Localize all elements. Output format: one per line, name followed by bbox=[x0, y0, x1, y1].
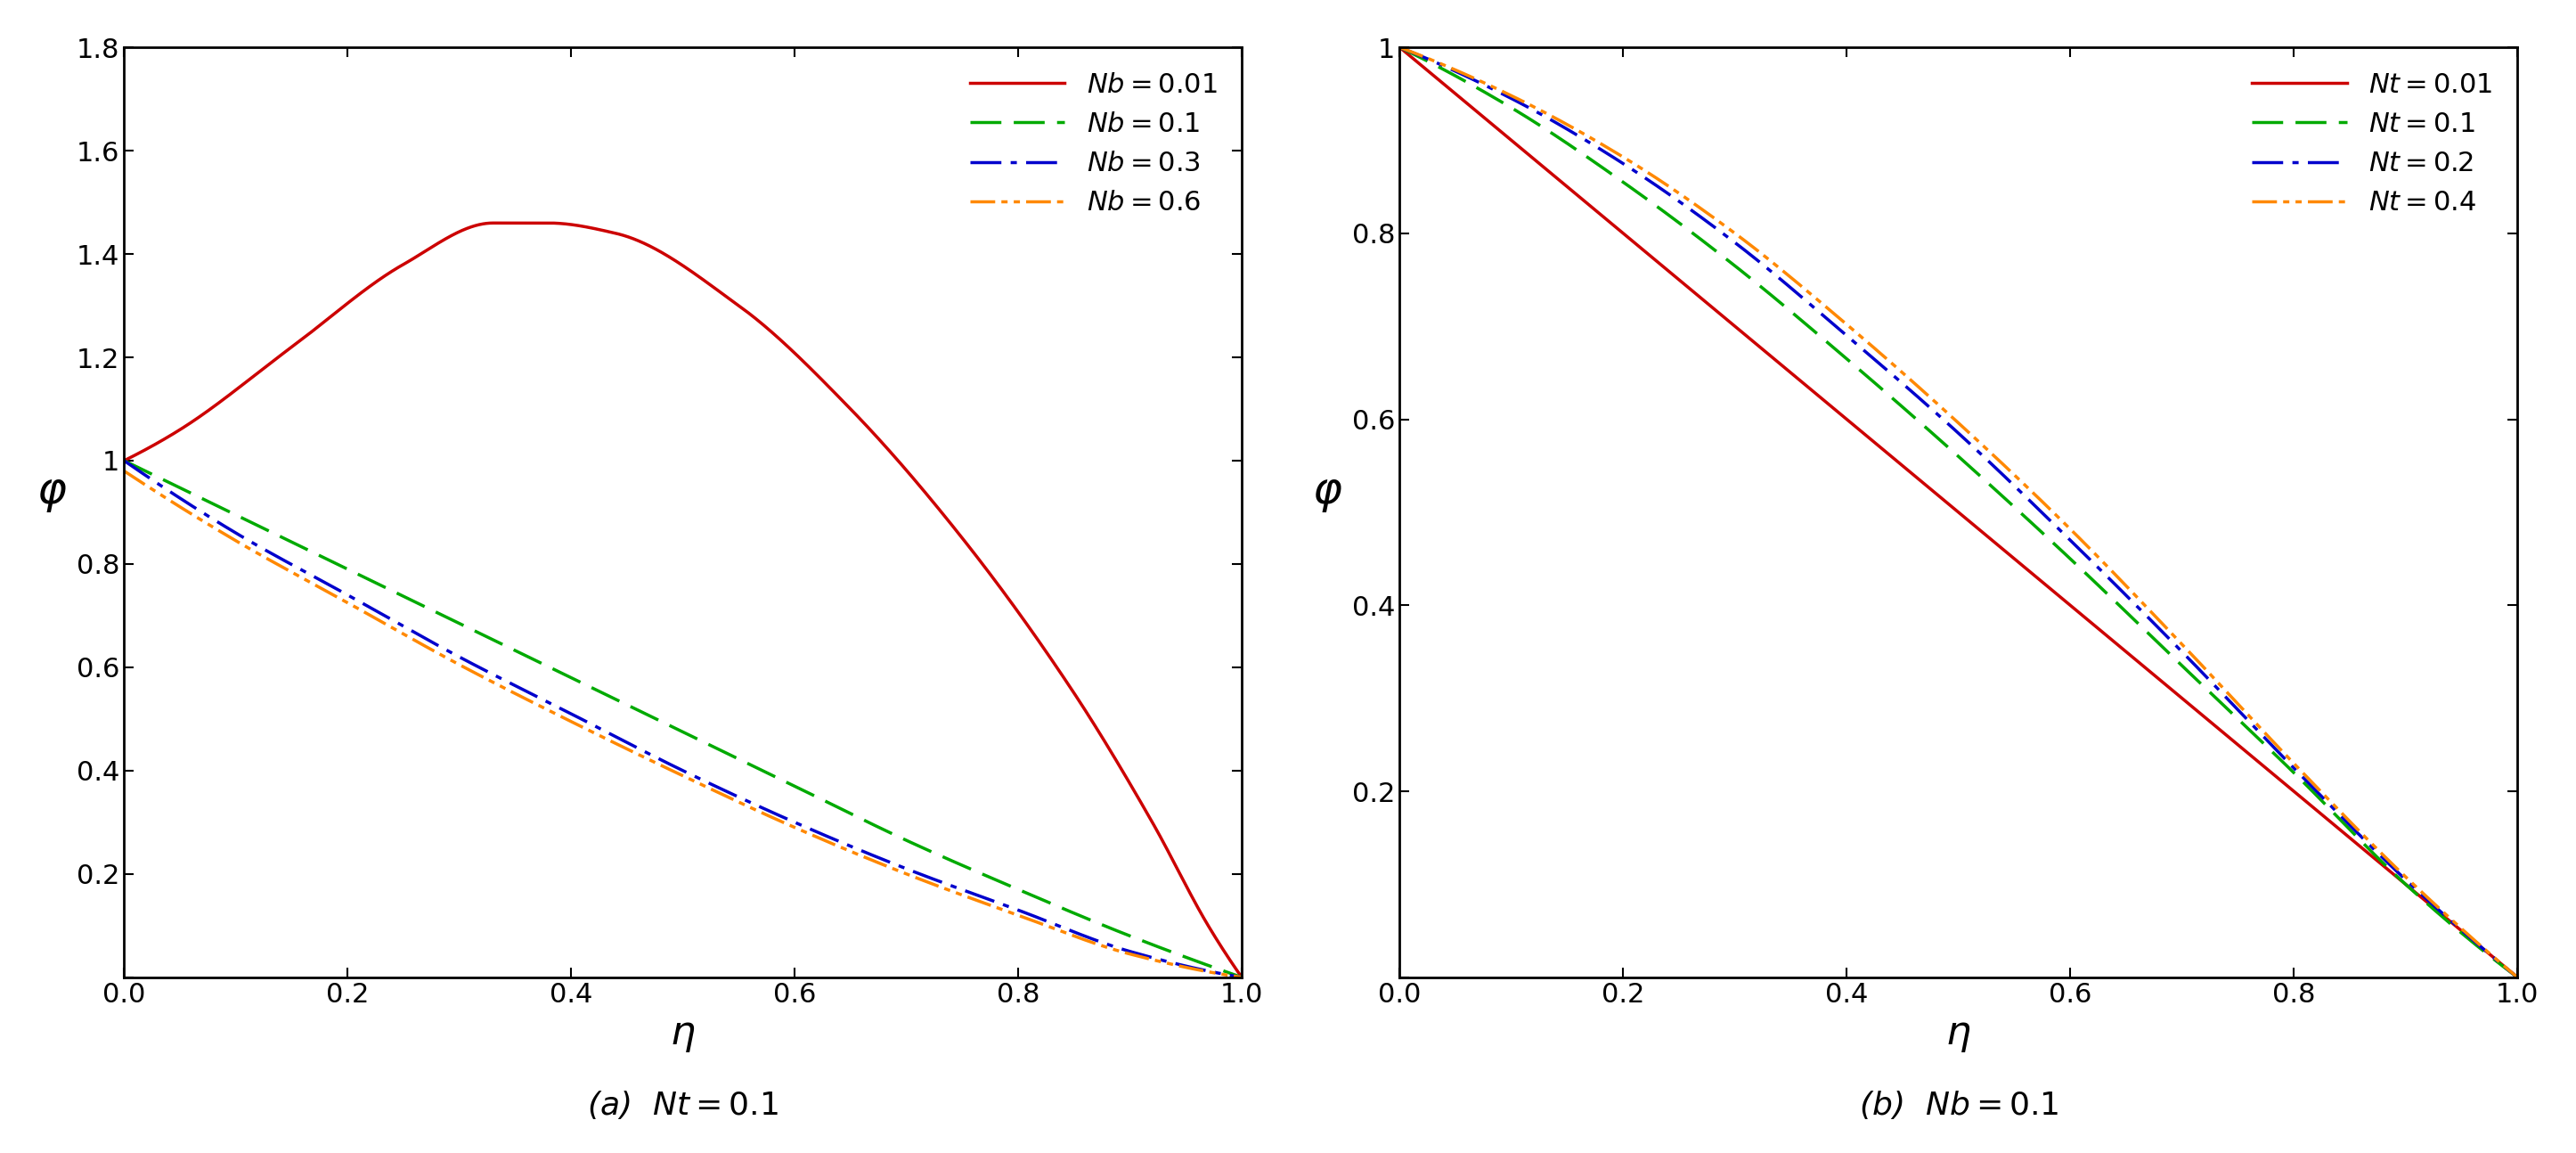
$Nb = 0.01$ bbox=[1193, 920, 1224, 934]
Text: (a)  $Nt = 0.1$: (a) $Nt = 0.1$ bbox=[587, 1088, 778, 1121]
Line: $Nb = 0.6$: $Nb = 0.6$ bbox=[124, 470, 1242, 978]
$Nb = 0.6$ bbox=[1226, 971, 1257, 985]
$Nt = 0.2$ bbox=[2470, 943, 2501, 957]
$Nb = 0.3$ bbox=[1226, 971, 1257, 985]
$Nb = 0.6$ bbox=[1193, 965, 1224, 979]
Line: $Nt = 0.1$: $Nt = 0.1$ bbox=[1399, 47, 2517, 978]
$Nb = 0.01$ bbox=[1226, 971, 1257, 985]
$Nb = 0.01$ bbox=[989, 587, 1020, 601]
$Nb = 0.1$ bbox=[108, 454, 139, 468]
$Nb = 0.6$ bbox=[108, 464, 139, 477]
$Nb = 0.01$ bbox=[108, 454, 139, 468]
$Nt = 0.01$ bbox=[1383, 40, 1414, 54]
$Nb = 0.3$ bbox=[165, 492, 196, 506]
$Nt = 0.4$ bbox=[1443, 63, 1473, 77]
$Nb = 0.1$ bbox=[1193, 959, 1224, 973]
$Nb = 0.3$ bbox=[652, 756, 683, 770]
$Nt = 0.4$ bbox=[2470, 942, 2501, 956]
$Nb = 0.6$ bbox=[623, 747, 654, 761]
Legend: $Nt = 0.01$, $Nt = 0.1$, $Nt = 0.2$, $Nt = 0.4$: $Nt = 0.01$, $Nt = 0.1$, $Nt = 0.2$, $Nt… bbox=[2241, 61, 2504, 227]
$Nb = 0.01$ bbox=[1195, 921, 1226, 935]
$Nt = 0.1$ bbox=[1383, 40, 1414, 54]
$Nb = 0.1$ bbox=[1193, 958, 1224, 972]
$Nt = 0.01$ bbox=[2468, 943, 2499, 957]
$Nb = 0.1$ bbox=[623, 703, 654, 717]
$Nt = 0.1$ bbox=[1899, 409, 1929, 423]
$Nt = 0.01$ bbox=[2501, 971, 2532, 985]
Line: $Nb = 0.01$: $Nb = 0.01$ bbox=[124, 223, 1242, 978]
$Nb = 0.3$ bbox=[108, 454, 139, 468]
$Nt = 0.01$ bbox=[2264, 773, 2295, 786]
$Nb = 0.6$ bbox=[652, 762, 683, 776]
$Nt = 0.2$ bbox=[1899, 386, 1929, 400]
$Nt = 0.1$ bbox=[2264, 752, 2295, 766]
$Nt = 0.2$ bbox=[2264, 747, 2295, 761]
$Nb = 0.6$ bbox=[165, 500, 196, 514]
$Nt = 0.01$ bbox=[2470, 943, 2501, 957]
Line: $Nt = 0.2$: $Nt = 0.2$ bbox=[1399, 47, 2517, 978]
$Nb = 0.1$ bbox=[1226, 971, 1257, 985]
Y-axis label: φ: φ bbox=[1314, 469, 1342, 512]
$Nb = 0.01$ bbox=[623, 234, 654, 248]
$Nb = 0.1$ bbox=[989, 876, 1020, 890]
Y-axis label: φ: φ bbox=[36, 469, 67, 512]
Line: $Nb = 0.1$: $Nb = 0.1$ bbox=[124, 461, 1242, 978]
X-axis label: η: η bbox=[1945, 1013, 1971, 1052]
$Nt = 0.01$ bbox=[1899, 468, 1929, 482]
$Nt = 0.1$ bbox=[2468, 944, 2499, 958]
$Nt = 0.01$ bbox=[1443, 88, 1473, 101]
$Nb = 0.1$ bbox=[652, 717, 683, 731]
$Nt = 0.1$ bbox=[2470, 945, 2501, 959]
$Nb = 0.3$ bbox=[1193, 964, 1224, 978]
$Nt = 0.2$ bbox=[2501, 971, 2532, 985]
$Nt = 0.4$ bbox=[2468, 942, 2499, 956]
Legend: $Nb = 0.01$, $Nb = 0.1$, $Nb = 0.3$, $Nb = 0.6$: $Nb = 0.01$, $Nb = 0.1$, $Nb = 0.3$, $Nb… bbox=[958, 61, 1229, 227]
$Nt = 0.1$ bbox=[2501, 971, 2532, 985]
$Nt = 0.4$ bbox=[2264, 741, 2295, 755]
$Nb = 0.3$ bbox=[989, 898, 1020, 912]
$Nt = 0.1$ bbox=[1927, 436, 1958, 450]
$Nt = 0.1$ bbox=[1443, 69, 1473, 83]
$Nt = 0.2$ bbox=[1927, 413, 1958, 427]
$Nt = 0.2$ bbox=[2468, 943, 2499, 957]
Line: $Nt = 0.01$: $Nt = 0.01$ bbox=[1399, 47, 2517, 978]
$Nb = 0.01$ bbox=[165, 422, 196, 436]
$Nt = 0.4$ bbox=[1927, 402, 1958, 416]
$Nb = 0.01$ bbox=[477, 216, 507, 229]
$Nb = 0.6$ bbox=[989, 903, 1020, 917]
$Nt = 0.2$ bbox=[1383, 40, 1414, 54]
Line: $Nb = 0.3$: $Nb = 0.3$ bbox=[124, 461, 1242, 978]
$Nt = 0.01$ bbox=[1927, 492, 1958, 506]
X-axis label: η: η bbox=[670, 1013, 696, 1052]
$Nt = 0.4$ bbox=[1383, 40, 1414, 54]
$Nt = 0.4$ bbox=[1899, 376, 1929, 390]
Text: (b)  $Nb = 0.1$: (b) $Nb = 0.1$ bbox=[1857, 1088, 2058, 1121]
$Nt = 0.4$ bbox=[2501, 971, 2532, 985]
$Nb = 0.1$ bbox=[165, 482, 196, 496]
$Nb = 0.6$ bbox=[1193, 965, 1224, 979]
$Nb = 0.01$ bbox=[652, 249, 683, 263]
$Nt = 0.2$ bbox=[1443, 65, 1473, 78]
Line: $Nt = 0.4$: $Nt = 0.4$ bbox=[1399, 47, 2517, 978]
$Nb = 0.3$ bbox=[623, 741, 654, 755]
$Nb = 0.3$ bbox=[1193, 964, 1224, 978]
